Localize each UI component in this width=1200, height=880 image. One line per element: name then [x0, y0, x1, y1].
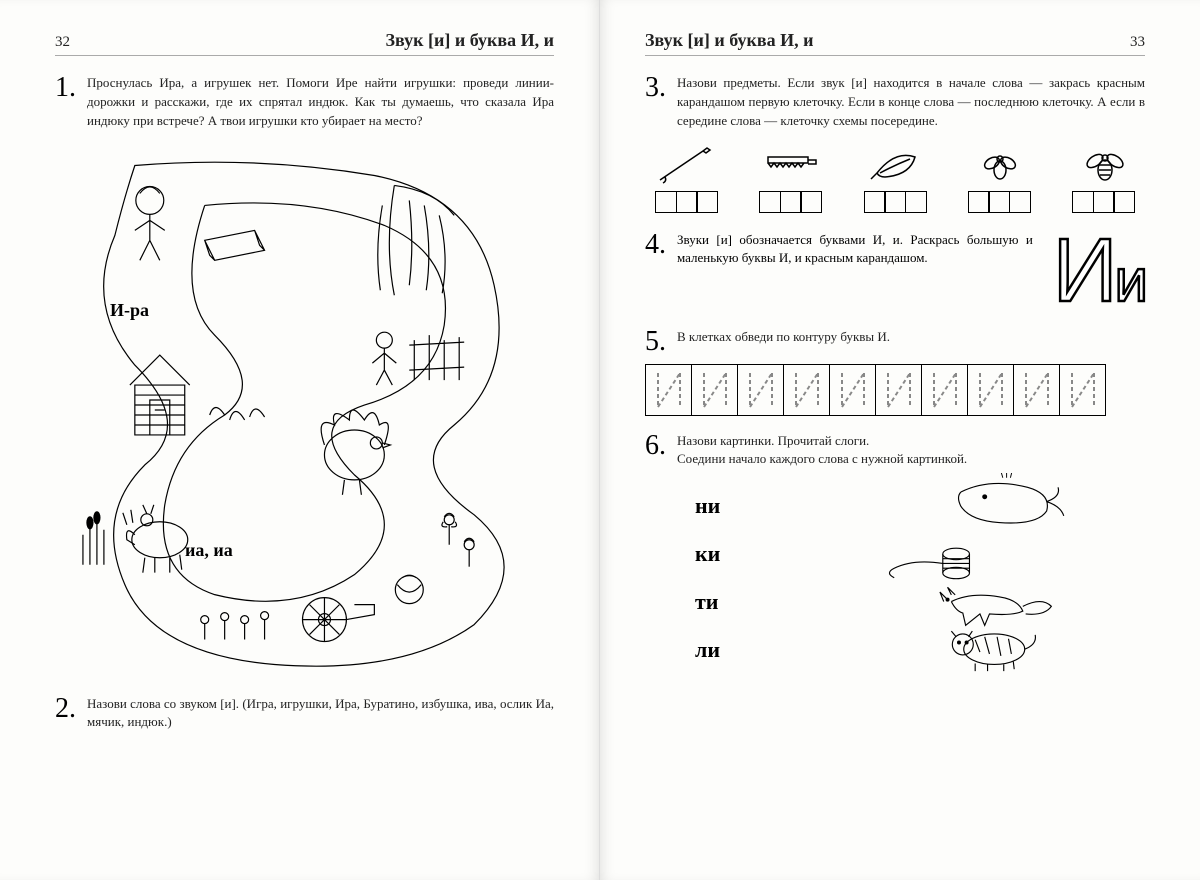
syllable: ти: [695, 589, 720, 615]
syllable: ки: [695, 541, 720, 567]
maze-illustration: И-ра иа, иа: [55, 145, 554, 685]
box-group: [968, 191, 1031, 213]
box-group: [655, 191, 718, 213]
syllable-list: ни ки ти ли: [695, 493, 720, 673]
trace-letter-i: [700, 369, 730, 411]
book-spread: 32 Звук [и] и буква И, и 1. Проснулась И…: [0, 0, 1200, 880]
exercise-text: Назови картинки. Прочитай слоги. Соедини…: [677, 432, 967, 470]
needle-icon: [655, 145, 715, 185]
trace-letter-i: [976, 369, 1006, 411]
syllable: ли: [695, 637, 720, 663]
exercise-text: Проснулась Ира, а игрушек нет. Помоги Ир…: [87, 74, 554, 131]
saw-icon: [760, 145, 820, 185]
exercise-1: 1. Проснулась Ира, а игрушек нет. Помоги…: [55, 74, 554, 131]
exercise-number: 2.: [55, 695, 79, 733]
box-group: [864, 191, 927, 213]
exercise-5: 5. В клетках обведи по контуру буквы И.: [645, 328, 1145, 356]
left-page: 32 Звук [и] и буква И, и 1. Проснулась И…: [0, 0, 600, 880]
exercise-4: 4. Звуки [и] обозначается буквами И, и. …: [645, 231, 1145, 312]
page-number: 33: [1130, 34, 1145, 51]
exercise-2: 2. Назови слова со звуком [и]. (Игра, иг…: [55, 695, 554, 733]
page-number: 32: [55, 34, 70, 51]
page-header: Звук [и] и буква И, и 33: [645, 30, 1145, 56]
trace-letter-i: [1068, 369, 1098, 411]
bee-icon: [1075, 145, 1135, 185]
letter-trace-row: [645, 364, 1106, 416]
sound-position-boxes: [645, 191, 1145, 213]
trace-letter-i: [838, 369, 868, 411]
maze-svg: [55, 145, 554, 685]
exercise-3: 3. Назови предметы. Если звук [и] находи…: [645, 74, 1145, 131]
exercise-number: 6.: [645, 432, 669, 470]
exercise-6: 6. Назови картинки. Прочитай слоги. Соед…: [645, 432, 1145, 470]
trace-letter-i: [884, 369, 914, 411]
page-title: Звук [и] и буква И, и: [645, 30, 814, 51]
animals-svg: [720, 473, 1145, 673]
trace-letter-i: [930, 369, 960, 411]
trace-letter-i: [1022, 369, 1052, 411]
exercise-text: Назови слова со звуком [и]. (Игра, игруш…: [87, 695, 554, 733]
animal-icons: [720, 473, 1145, 673]
page-title: Звук [и] и буква И, и: [386, 30, 555, 51]
fly-icon: [970, 145, 1030, 185]
box-group: [1072, 191, 1135, 213]
object-icons-row: [645, 145, 1145, 185]
box-group: [759, 191, 822, 213]
maze-label-ira: И-ра: [110, 300, 149, 321]
syllable-match-area: ни ки ти ли: [645, 473, 1145, 673]
trace-letter-i: [792, 369, 822, 411]
outline-letters: Ии: [1053, 231, 1145, 312]
trace-letter-i: [654, 369, 684, 411]
exercise-number: 5.: [645, 328, 669, 356]
exercise-text: Звуки [и] обозначается буквами И, и. Рас…: [677, 231, 1053, 269]
exercise-text: В клетках обведи по контуру буквы И.: [677, 328, 890, 356]
syllable: ни: [695, 493, 720, 519]
page-header: 32 Звук [и] и буква И, и: [55, 30, 554, 56]
maze-label-ia: иа, иа: [185, 540, 233, 561]
exercise-number: 4.: [645, 231, 669, 269]
leaf-icon: [865, 145, 925, 185]
trace-letter-i: [746, 369, 776, 411]
exercise-number: 3.: [645, 74, 669, 131]
exercise-text: Назови предметы. Если звук [и] находится…: [677, 74, 1145, 131]
exercise-number: 1.: [55, 74, 79, 131]
right-page: Звук [и] и буква И, и 33 3. Назови предм…: [600, 0, 1200, 880]
